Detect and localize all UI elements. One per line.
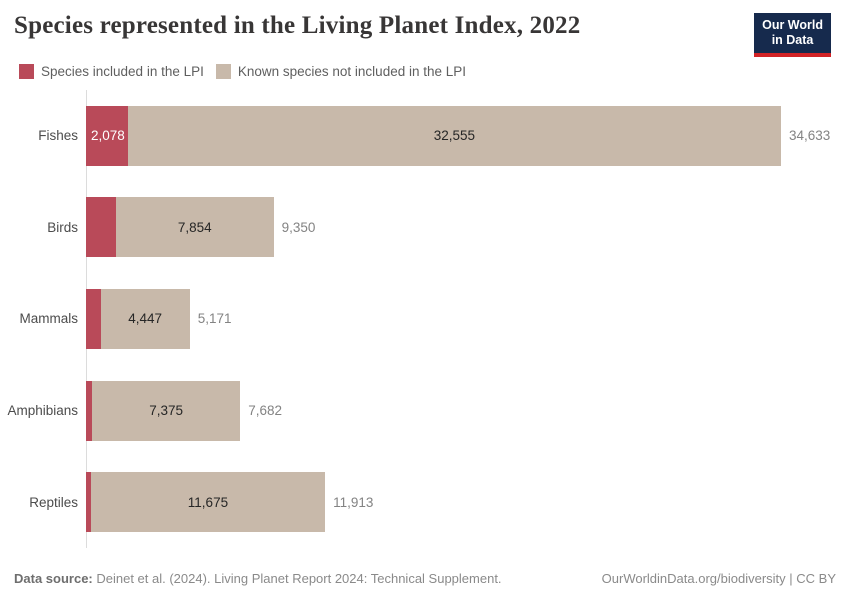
legend: Species included in the LPI Known specie…	[19, 64, 466, 79]
legend-label-not-included: Known species not included in the LPI	[237, 64, 467, 79]
bar-segment-not-included[interactable]: 7,854	[116, 197, 274, 258]
bar-track: 11,675 11,913	[86, 472, 850, 533]
owid-logo-line2: in Data	[771, 33, 814, 47]
owid-logo[interactable]: Our World in Data	[754, 13, 831, 57]
page-title: Species represented in the Living Planet…	[14, 12, 581, 39]
owid-logo-accent-bar	[754, 53, 831, 57]
total-value-label: 5,171	[197, 311, 232, 327]
category-label: Mammals	[19, 311, 78, 327]
owid-logo-line1: Our World	[762, 18, 823, 32]
bar-track: 4,447 5,171	[86, 288, 850, 349]
category-label: Reptiles	[29, 494, 78, 510]
total-value-label: 9,350	[281, 219, 316, 235]
legend-item-not-included[interactable]: Known species not included in the LPI	[215, 64, 467, 79]
bar-segment-not-included[interactable]: 32,555	[127, 105, 781, 166]
bar-segment-not-included[interactable]: 11,675	[90, 472, 326, 533]
bar-rows: Fishes 2,078 32,555 34,633 Birds 7,854 9…	[0, 90, 850, 548]
total-value-label: 11,913	[333, 494, 374, 510]
legend-swatch-included-icon	[19, 64, 34, 79]
bar-row: Amphibians 7,375 7,682	[0, 365, 850, 457]
bar-segment-included[interactable]: 2,078	[86, 105, 128, 166]
bar-segment-included[interactable]	[86, 380, 93, 441]
data-source-citation: Deinet et al. (2024). Living Planet Repo…	[92, 571, 502, 586]
category-label: Fishes	[38, 128, 78, 144]
bar-track: 2,078 32,555 34,633	[86, 105, 850, 166]
bar-segment-included[interactable]	[86, 472, 91, 533]
data-source-label: Data source:	[14, 571, 93, 586]
not-included-value-label: 7,375	[149, 403, 184, 419]
bar-row: Reptiles 11,675 11,913	[0, 456, 850, 548]
category-label: Birds	[47, 219, 78, 235]
bar-track: 7,854 9,350	[86, 197, 850, 258]
citation-link[interactable]: OurWorldinData.org/biodiversity | CC BY	[601, 571, 836, 586]
total-value-label: 34,633	[788, 128, 831, 144]
bar-chart: Fishes 2,078 32,555 34,633 Birds 7,854 9…	[0, 90, 850, 548]
legend-label-included: Species included in the LPI	[41, 64, 204, 79]
bar-segment-not-included[interactable]: 7,375	[92, 380, 241, 441]
not-included-value-label: 11,675	[187, 494, 229, 510]
data-source-text: Data source: Deinet et al. (2024). Livin…	[14, 571, 502, 586]
owid-logo-text: Our World in Data	[754, 13, 831, 53]
bar-row: Fishes 2,078 32,555 34,633	[0, 90, 850, 182]
not-included-value-label: 4,447	[128, 311, 162, 327]
category-label: Amphibians	[7, 403, 78, 419]
not-included-value-label: 7,854	[177, 219, 212, 235]
bar-segment-included[interactable]	[86, 197, 116, 258]
total-value-label: 7,682	[248, 403, 282, 419]
bar-segment-not-included[interactable]: 4,447	[100, 288, 190, 349]
bar-track: 7,375 7,682	[86, 380, 850, 441]
bar-row: Birds 7,854 9,350	[0, 182, 850, 274]
legend-swatch-not-included-icon	[215, 64, 231, 79]
footer: Data source: Deinet et al. (2024). Livin…	[14, 571, 836, 586]
included-value-label: 2,078	[91, 128, 125, 144]
legend-item-included[interactable]: Species included in the LPI	[19, 64, 204, 79]
not-included-value-label: 32,555	[433, 128, 475, 144]
bar-row: Mammals 4,447 5,171	[0, 273, 850, 365]
bar-segment-included[interactable]	[86, 288, 101, 349]
